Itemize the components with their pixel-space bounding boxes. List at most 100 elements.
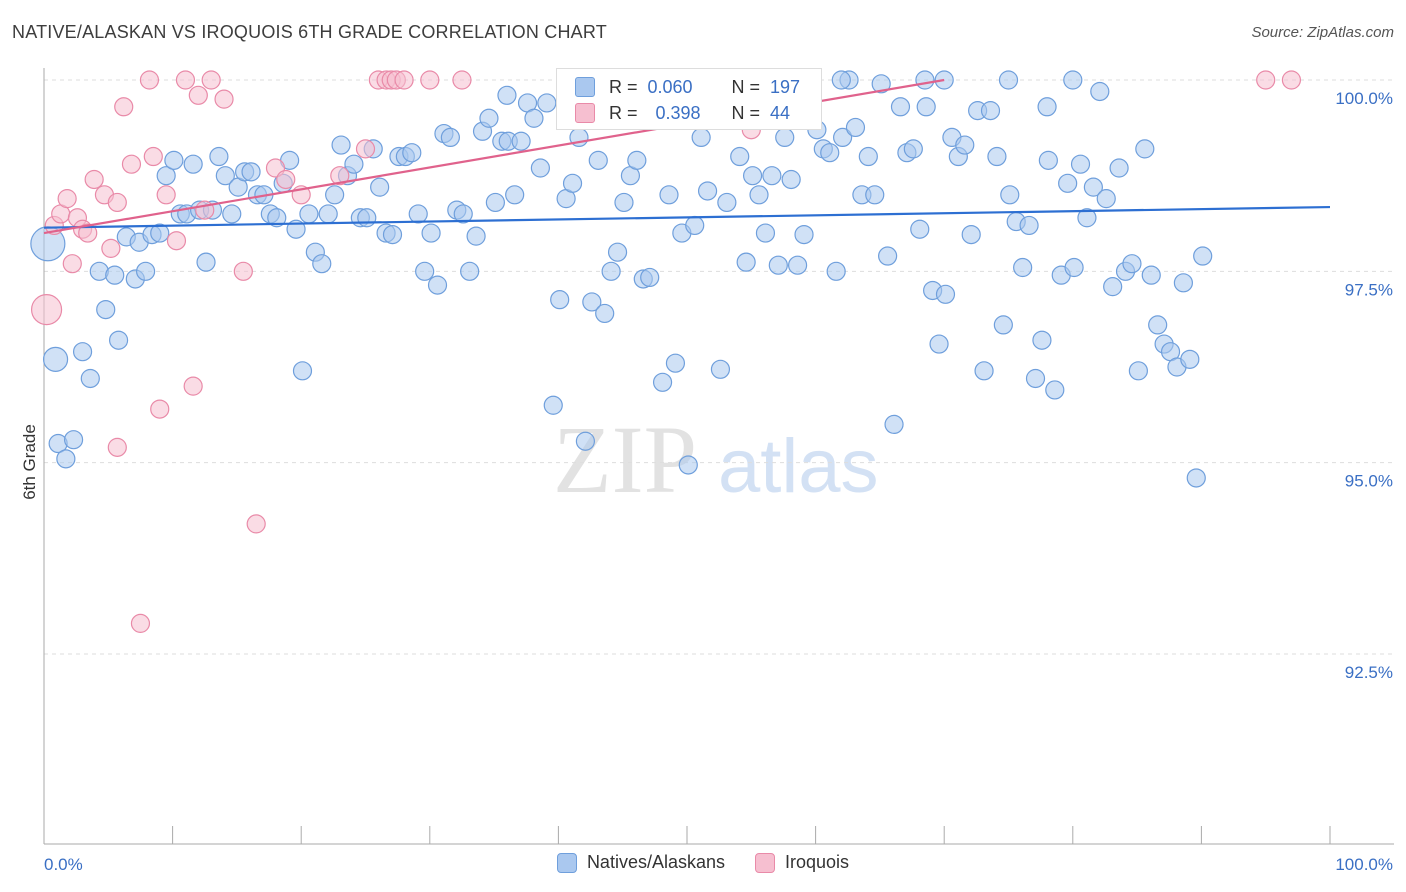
point-natives-151: [1019, 215, 1039, 236]
stats-r-value-natives: 0.060: [647, 76, 693, 97]
legend-item-natives[interactable]: Natives/Alaskans: [556, 852, 725, 873]
point-natives-94: [652, 372, 673, 392]
point-natives-152: [1025, 368, 1046, 389]
point-iroquois-16: [143, 146, 163, 167]
stats-r-value-iroquois: 0.398: [655, 102, 701, 123]
point-natives-175: [1173, 273, 1193, 293]
point-natives-80: [562, 173, 583, 193]
point-natives-4: [63, 430, 84, 450]
point-natives-103: [710, 359, 731, 379]
point-natives-137: [929, 334, 949, 354]
point-iroquois-7: [78, 223, 98, 243]
point-natives-46: [344, 154, 364, 174]
point-natives-44: [331, 135, 351, 155]
point-natives-154: [1038, 150, 1058, 170]
point-natives-84: [588, 150, 608, 170]
point-iroquois-13: [121, 154, 142, 174]
stats-n-label-natives: N =: [731, 76, 761, 97]
y-tick-label-1: 97.5%: [1345, 280, 1393, 299]
point-natives-121: [826, 261, 846, 281]
point-natives-160: [1077, 208, 1097, 228]
point-natives-107: [736, 252, 756, 272]
point-natives-92: [640, 267, 660, 288]
point-iroquois-14: [130, 613, 151, 633]
x-tick-label-0: 0.0%: [44, 855, 83, 874]
legend-item-iroquois[interactable]: Iroquois: [755, 852, 849, 873]
point-natives-162: [1090, 81, 1110, 102]
point-natives-86: [601, 261, 621, 281]
point-natives-90: [627, 150, 647, 170]
point-natives-75: [530, 158, 550, 178]
point-natives-59: [427, 275, 448, 295]
point-natives-58: [421, 223, 441, 243]
point-iroquois-26: [233, 261, 253, 281]
point-natives-65: [466, 226, 486, 246]
stats-n-label-iroquois: N =: [731, 102, 761, 123]
point-natives-129: [878, 246, 898, 266]
point-natives-108: [742, 166, 763, 186]
point-natives-168: [1128, 361, 1148, 381]
point-natives-148: [1000, 185, 1020, 205]
point-iroquois-15: [139, 70, 160, 90]
stats-n-value-iroquois: 44: [770, 102, 791, 123]
stats-swatch-natives: [575, 77, 595, 97]
point-natives-170: [1141, 265, 1161, 285]
point-iroquois-32: [355, 139, 376, 159]
point-natives-111: [762, 166, 782, 186]
stats-row-natives: R = 0.060 N = 197: [575, 75, 800, 99]
point-iroquois-18: [156, 185, 176, 205]
point-natives-141: [955, 135, 975, 155]
point-natives-5: [72, 342, 93, 362]
y-tick-label-0: 100.0%: [1335, 89, 1393, 108]
point-natives-41: [312, 254, 332, 274]
point-natives-8: [96, 300, 116, 320]
point-natives-135: [916, 97, 936, 117]
point-natives-1: [42, 346, 69, 372]
point-natives-56: [408, 204, 428, 224]
point-natives-157: [1058, 173, 1078, 193]
point-natives-127: [865, 185, 885, 205]
point-natives-126: [858, 146, 878, 167]
point-natives-176: [1180, 349, 1200, 369]
point-natives-185: [1063, 70, 1083, 90]
y-tick-label-2: 95.0%: [1345, 472, 1393, 491]
y-tick-label-3: 92.5%: [1345, 663, 1393, 682]
point-natives-39: [299, 204, 319, 224]
point-iroquois-3: [57, 189, 77, 209]
point-natives-164: [1103, 277, 1123, 297]
point-natives-67: [479, 108, 499, 128]
point-natives-184: [998, 70, 1019, 90]
point-natives-133: [903, 139, 923, 159]
point-natives-3: [56, 449, 76, 469]
point-natives-9: [105, 265, 125, 285]
point-natives-74: [524, 108, 544, 128]
point-natives-57: [415, 261, 435, 281]
point-natives-153: [1032, 330, 1052, 350]
point-natives-43: [325, 185, 345, 205]
stats-n-value-natives: 197: [770, 76, 801, 97]
point-natives-128: [871, 74, 891, 94]
point-natives-122: [833, 127, 853, 147]
point-iroquois-21: [183, 376, 203, 396]
point-natives-187: [1037, 97, 1057, 117]
point-natives-88: [614, 192, 634, 213]
point-natives-169: [1135, 139, 1155, 159]
point-natives-48: [357, 208, 377, 228]
point-iroquois-31: [330, 166, 350, 186]
point-natives-159: [1070, 154, 1091, 174]
stats-r-label-natives: R =: [609, 76, 638, 97]
point-natives-158: [1064, 257, 1084, 278]
point-natives-38: [292, 361, 313, 381]
point-natives-110: [755, 223, 776, 243]
chart-title: NATIVE/ALASKAN VS IROQUOIS 6TH GRADE COR…: [12, 22, 607, 42]
point-iroquois-29: [276, 169, 296, 190]
point-iroquois-24: [201, 70, 221, 90]
stats-r-label-iroquois: R =: [609, 102, 638, 123]
legend-swatch-natives: [556, 852, 577, 873]
point-natives-10: [108, 330, 129, 350]
point-natives-171: [1148, 315, 1168, 335]
point-natives-145: [980, 101, 1001, 121]
source-credit: Source: ZipAtlas.com: [1251, 24, 1394, 41]
point-iroquois-39: [452, 70, 472, 90]
point-iroquois-4: [62, 254, 82, 274]
